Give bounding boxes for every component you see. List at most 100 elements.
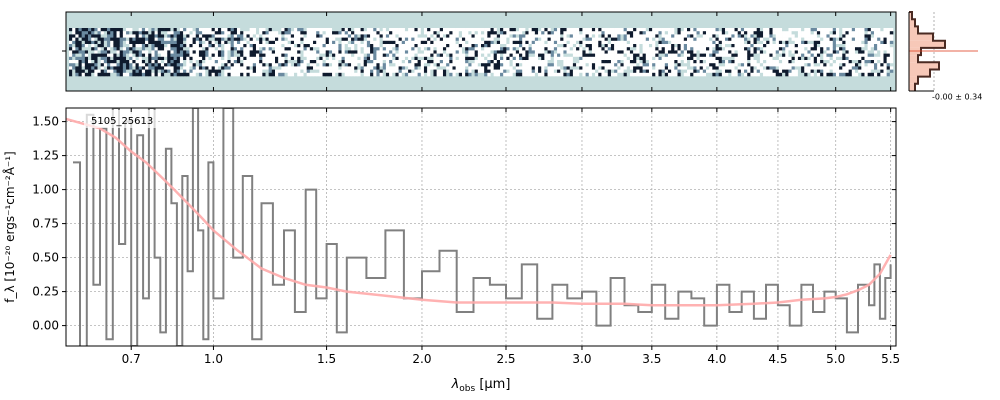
- heatmap-cell: [756, 66, 761, 70]
- heatmap-cell: [271, 69, 276, 74]
- heatmap-cell: [674, 31, 678, 35]
- heatmap-cell: [392, 69, 396, 74]
- heatmap-cell: [281, 44, 285, 48]
- heatmap-cell: [154, 31, 159, 35]
- heatmap-cell: [702, 50, 707, 54]
- heatmap-cell: [880, 60, 884, 64]
- heatmap-cell: [433, 31, 437, 35]
- heatmap-cell: [648, 28, 653, 32]
- heatmap-cell: [474, 50, 479, 54]
- heatmap-cell: [176, 69, 181, 74]
- heatmap-cell: [861, 69, 865, 74]
- heatmap-cell: [810, 50, 815, 54]
- heatmap-cell: [370, 50, 374, 54]
- heatmap-cell: [474, 37, 479, 42]
- heatmap-cell: [173, 60, 178, 64]
- heatmap-cell: [810, 28, 815, 32]
- heatmap-cell: [854, 53, 859, 58]
- heatmap-cell: [693, 28, 697, 32]
- heatmap-cell: [221, 50, 225, 54]
- heatmap-cell: [217, 60, 222, 64]
- heatmap-cell: [167, 47, 171, 51]
- heatmap-cell: [737, 63, 742, 67]
- heatmap-cell: [883, 56, 887, 61]
- heatmap-cell: [202, 66, 206, 70]
- heatmap-cell: [300, 40, 304, 45]
- heatmap-cell: [883, 44, 887, 48]
- heatmap-cell: [569, 63, 574, 67]
- x-tick-label: 1.5: [317, 352, 336, 366]
- heatmap-cell: [449, 31, 453, 35]
- heatmap-cell: [94, 63, 98, 67]
- heatmap-cell: [246, 50, 250, 54]
- heatmap-cell: [832, 34, 837, 38]
- heatmap-cell: [408, 69, 412, 74]
- heatmap-cell: [744, 72, 748, 77]
- heatmap-cell: [217, 56, 222, 61]
- heatmap-cell: [141, 28, 146, 32]
- heatmap-cell: [721, 69, 726, 74]
- heatmap-cell: [515, 28, 520, 32]
- heatmap-cell: [563, 60, 567, 64]
- heatmap-cell: [696, 60, 700, 64]
- heatmap-cell: [500, 44, 504, 48]
- heatmap-cell: [103, 50, 108, 54]
- heatmap-cell: [306, 34, 311, 38]
- heatmap-cell: [487, 37, 491, 42]
- heatmap-cell: [287, 53, 292, 58]
- heatmap-cell: [427, 56, 431, 61]
- heatmap-cell: [788, 56, 792, 61]
- heatmap-cell: [271, 28, 276, 32]
- heatmap-cell: [395, 72, 399, 77]
- heatmap-cell: [335, 28, 339, 32]
- heatmap-cell: [693, 72, 697, 77]
- heatmap-cell: [690, 69, 694, 74]
- heatmap-cell: [801, 31, 805, 35]
- heatmap-cell: [839, 31, 843, 35]
- heatmap-cell: [78, 56, 82, 61]
- heatmap-cell: [699, 56, 704, 61]
- heatmap-cell: [652, 44, 656, 48]
- heatmap-cell: [294, 66, 298, 70]
- heatmap-cell: [636, 60, 640, 64]
- heatmap-cell: [775, 72, 780, 77]
- heatmap-cell: [763, 47, 767, 51]
- heatmap-cell: [778, 50, 783, 54]
- heatmap-cell: [278, 47, 282, 51]
- heatmap-cell: [734, 31, 739, 35]
- heatmap-cell: [718, 53, 723, 58]
- heatmap-cell: [889, 50, 894, 54]
- heatmap-cell: [332, 37, 336, 42]
- heatmap-cell: [766, 69, 770, 74]
- heatmap-cell: [113, 50, 117, 54]
- heatmap-cell: [271, 56, 276, 61]
- heatmap-cell: [544, 53, 548, 58]
- heatmap-cell: [731, 28, 735, 32]
- heatmap-cell: [538, 31, 542, 35]
- heatmap-cell: [157, 69, 162, 74]
- heatmap-cell: [883, 40, 887, 45]
- heatmap-cell: [208, 56, 212, 61]
- heatmap-cell: [379, 31, 384, 35]
- heatmap-cell: [829, 63, 834, 67]
- heatmap-cell: [173, 31, 178, 35]
- heatmap-cell: [103, 56, 108, 61]
- heatmap-cell: [192, 34, 197, 38]
- heatmap-cell: [287, 50, 292, 54]
- heatmap-cell: [664, 72, 669, 77]
- heatmap-cell: [294, 28, 298, 32]
- heatmap-cell: [351, 63, 355, 67]
- heatmap-cell: [461, 69, 466, 74]
- heatmap-cell: [709, 44, 713, 48]
- heatmap-cell: [557, 28, 561, 32]
- heatmap-cell: [214, 66, 219, 70]
- heatmap-cell: [706, 60, 710, 64]
- heatmap-cell: [484, 63, 488, 67]
- heatmap-cell: [740, 31, 745, 35]
- heatmap-cell: [221, 53, 225, 58]
- heatmap-cell: [519, 44, 523, 48]
- heatmap-cell: [582, 31, 586, 35]
- heatmap-cell: [851, 31, 856, 35]
- heatmap-cell: [436, 53, 441, 58]
- heatmap-cell: [373, 28, 377, 32]
